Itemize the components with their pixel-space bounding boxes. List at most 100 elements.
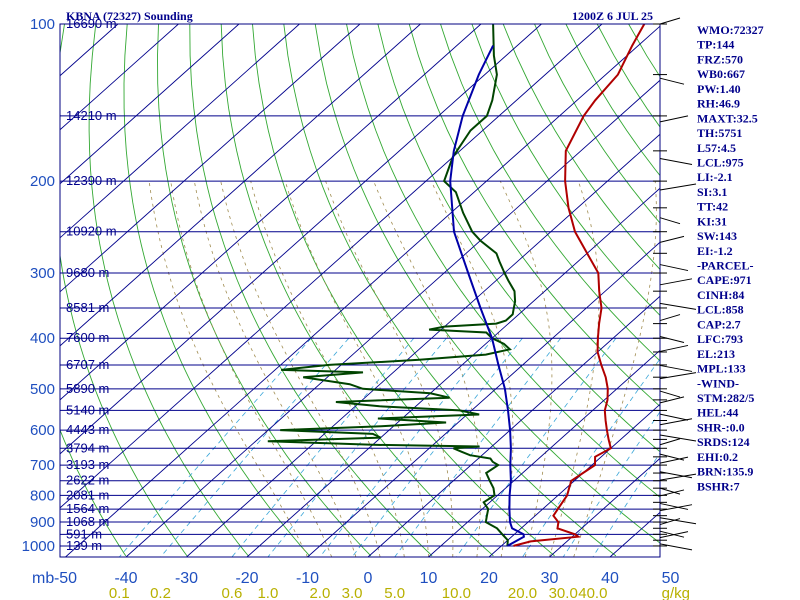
isotherm <box>65 25 660 557</box>
wind-barb <box>659 364 693 372</box>
profile-line-0 <box>513 24 646 547</box>
isotherm <box>60 24 542 455</box>
mixing-ratio-label: 5.0 <box>384 585 405 600</box>
index-label: CINH:84 <box>697 288 744 302</box>
height-label: 591 m <box>66 526 102 541</box>
wind-barb <box>659 390 681 398</box>
wind-barb <box>659 502 689 510</box>
mixing-ratio-label: 30.0 <box>549 585 578 600</box>
pressure-label: 400 <box>30 330 55 347</box>
height-label: 1564 m <box>66 501 109 516</box>
profile-line-1 <box>267 24 517 546</box>
dry-adiabat <box>377 24 660 453</box>
index-label: SW:143 <box>697 229 737 243</box>
wind-barb <box>659 314 681 322</box>
height-label: 2622 m <box>66 473 109 488</box>
dry-adiabat <box>220 24 494 557</box>
wind-barb <box>659 183 697 191</box>
series-layer <box>267 24 646 547</box>
dry-adiabat <box>785 24 800 556</box>
index-label: PW:1.40 <box>697 82 741 96</box>
wind-barb <box>659 336 685 344</box>
isotherm <box>60 24 361 293</box>
index-label: RH:46.9 <box>697 97 740 111</box>
wind-barb <box>659 418 693 426</box>
wind-barb <box>659 302 697 310</box>
chart-title: KBNA (72327) Sounding <box>66 9 193 23</box>
mixing-ratio-line <box>267 337 447 557</box>
index-label: FRZ:570 <box>697 52 743 66</box>
mixing-ratio-label: 0.1 <box>109 585 130 600</box>
isotherm <box>125 79 660 557</box>
mixing-ratio-line <box>456 337 617 557</box>
moist-adiabat <box>284 180 429 557</box>
temp-tick-label: -50 <box>54 570 77 587</box>
temp-tick-label: 50 <box>662 570 680 587</box>
dry-adiabat <box>314 24 660 544</box>
index-label: -PARCEL- <box>697 259 753 273</box>
index-label: EI:-1.2 <box>697 244 733 258</box>
dry-adiabat <box>471 24 660 316</box>
temp-tick-label: 40 <box>601 570 619 587</box>
wind-barb <box>659 264 689 272</box>
index-label: LCL:975 <box>697 155 744 169</box>
isotherm <box>186 133 660 557</box>
height-label: 9680 m <box>66 265 109 280</box>
moist-adiabat <box>499 180 553 557</box>
index-label: TT:42 <box>697 200 728 214</box>
plot-background <box>60 24 660 557</box>
index-label: WB0:667 <box>697 67 745 81</box>
isotherm <box>246 187 660 557</box>
mixing-ratio-unit: g/kg <box>662 585 690 600</box>
isotherm <box>367 295 660 557</box>
height-label: 12390 m <box>66 173 117 188</box>
isotherm <box>307 241 660 557</box>
chart-subtitle: 1200Z 6 JUL 25 <box>572 9 653 23</box>
wind-barb <box>659 217 681 225</box>
index-label: LFC:793 <box>697 332 743 346</box>
dry-adiabat <box>346 24 660 498</box>
wind-barb <box>659 504 693 512</box>
plot-frame <box>59 23 661 558</box>
wind-barb <box>659 473 697 481</box>
dry-adiabat <box>123 24 310 557</box>
index-label: LI:-2.1 <box>697 170 733 184</box>
temp-tick-label: 10 <box>420 570 438 587</box>
mixing-ratio-line <box>522 358 660 557</box>
height-label: 14210 m <box>66 108 117 123</box>
mixing-ratio-line <box>231 337 415 557</box>
temp-tick-label: -40 <box>114 570 137 587</box>
height-label: 7600 m <box>66 330 109 345</box>
isotherm <box>60 24 482 401</box>
height-label: 1068 m <box>66 514 109 529</box>
wind-barb <box>659 543 693 551</box>
pressure-unit-label: mb <box>32 570 54 587</box>
isotherm <box>60 24 179 131</box>
height-label: 4443 m <box>66 422 109 437</box>
height-label: 5140 m <box>66 402 109 417</box>
wind-barb <box>659 344 689 352</box>
wind-barb <box>659 456 689 464</box>
pressure-label: 1000 <box>22 538 55 555</box>
wind-barb <box>659 434 697 442</box>
index-label: WMO:72327 <box>697 23 764 37</box>
wind-barb <box>659 518 681 526</box>
wind-barb <box>659 530 685 538</box>
temp-tick-label: 30 <box>541 570 559 587</box>
height-label: 10920 m <box>66 224 117 239</box>
index-label: BSHR:7 <box>697 479 740 493</box>
index-label: -WIND- <box>697 376 739 390</box>
dry-adiabat <box>60 24 188 557</box>
dry-adiabat <box>283 24 617 557</box>
moist-adiabat <box>325 180 454 557</box>
temp-tick-label: 0 <box>364 570 373 587</box>
index-label: SRDS:124 <box>697 435 750 449</box>
dry-adiabat <box>60 428 127 557</box>
isotherm <box>488 403 660 557</box>
pressure-label: 900 <box>30 514 55 531</box>
temp-tick-label: -10 <box>296 570 319 587</box>
index-label: KI:31 <box>697 214 727 228</box>
mixing-ratio-label: 20.0 <box>508 585 537 600</box>
